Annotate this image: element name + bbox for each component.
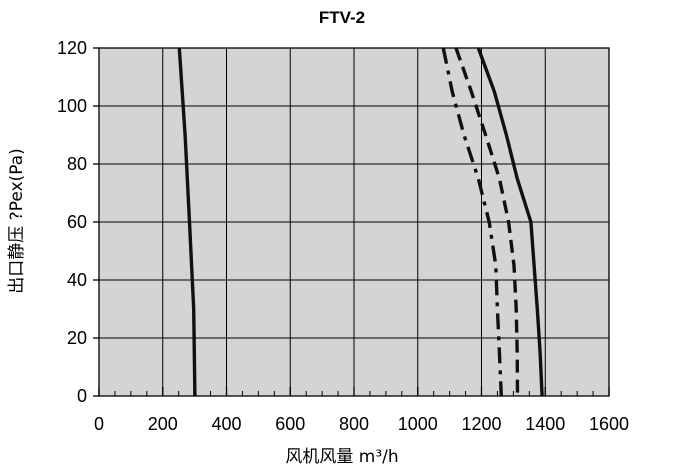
y-tick-label: 80 <box>67 154 87 174</box>
x-tick-label: 800 <box>339 414 369 434</box>
series-line-4 <box>476 47 544 397</box>
x-tick-label: 1200 <box>461 414 501 434</box>
y-axis-label: 出口静压 ?Pex(Pa) <box>7 148 27 293</box>
series-line-1 <box>177 47 197 397</box>
y-tick-label: 100 <box>57 96 87 116</box>
y-tick-label: 0 <box>77 386 87 406</box>
x-tick-label: 200 <box>148 414 178 434</box>
axes-layer: 0 200 400 600 800 1000 1200 1400 1600 0 20 40 60 80 10… <box>57 38 629 434</box>
chart-title: FTV-2 <box>319 8 365 27</box>
x-axis-label: 风机风量 m³/h <box>285 447 398 467</box>
x-tick-label: 400 <box>211 414 241 434</box>
x-tick-label: 0 <box>94 414 104 434</box>
x-tick-label: 1400 <box>525 414 565 434</box>
x-tick-label: 1600 <box>589 414 629 434</box>
series-line-2 <box>441 47 503 397</box>
y-tick-label: 20 <box>67 328 87 348</box>
x-tick-label: 600 <box>275 414 305 434</box>
y-tick-label: 60 <box>67 212 87 232</box>
y-tick-label: 40 <box>67 270 87 290</box>
y-tick-label: 120 <box>57 38 87 58</box>
series-layer <box>177 47 544 397</box>
series-line-3 <box>454 47 520 397</box>
x-tick-label: 1000 <box>398 414 438 434</box>
